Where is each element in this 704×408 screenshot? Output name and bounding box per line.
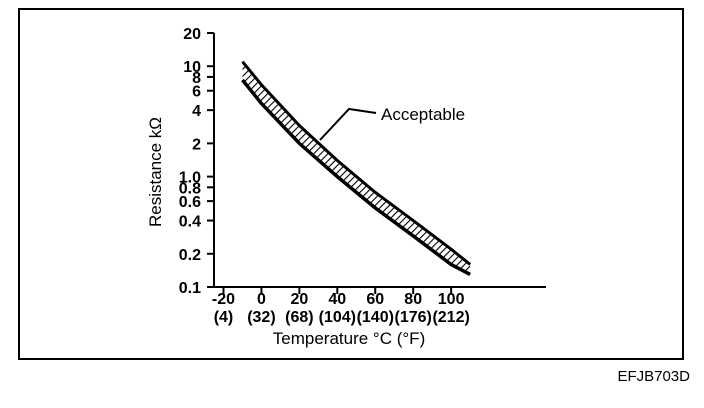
x-tick-label-fahrenheit: (212) <box>432 309 469 326</box>
y-axis-label: Resistance kΩ <box>146 117 165 227</box>
y-tick-label: 0.2 <box>179 247 201 264</box>
tick-labels: 0.10.20.40.60.81.024681020-20(4)0(32)20(… <box>179 26 470 326</box>
y-tick-label: 0.8 <box>179 180 201 197</box>
x-tick-label-fahrenheit: (68) <box>285 309 313 326</box>
x-axis-label: Temperature °C (°F) <box>273 329 425 348</box>
x-tick-label-fahrenheit: (104) <box>319 309 356 326</box>
figure-frame <box>18 8 684 360</box>
y-tick-label: 4 <box>192 103 201 120</box>
y-tick-label: 8 <box>192 70 201 87</box>
y-tick-label: 0.4 <box>179 214 201 231</box>
y-tick-label: 2 <box>192 136 201 153</box>
band-upper-edge <box>241 60 472 266</box>
y-tick-label: 10 <box>183 59 201 76</box>
band-fill <box>242 61 471 275</box>
x-tick-label-fahrenheit: (32) <box>247 309 275 326</box>
y-tick-label: 20 <box>183 26 201 43</box>
axis-labels: Resistance kΩ Temperature °C (°F) Accept… <box>146 105 465 348</box>
x-tick-label-celsius: -20 <box>212 291 235 308</box>
y-tick-label: 0.1 <box>179 280 201 297</box>
x-tick-label-celsius: 40 <box>328 291 346 308</box>
acceptable-label: Acceptable <box>381 105 465 124</box>
x-tick-label-celsius: 60 <box>366 291 384 308</box>
x-tick-label-celsius: 0 <box>257 291 266 308</box>
x-tick-label-fahrenheit: (176) <box>395 309 432 326</box>
acceptable-band <box>241 60 472 276</box>
x-tick-label-fahrenheit: (4) <box>214 309 234 326</box>
x-tick-label-celsius: 100 <box>438 291 465 308</box>
acceptable-leader-line <box>319 107 377 141</box>
y-tick-label: 6 <box>192 84 201 101</box>
y-tick-label: 1.0 <box>179 170 201 187</box>
x-tick-label-celsius: 20 <box>290 291 308 308</box>
band-lower-edge <box>241 78 471 276</box>
x-tick-label-fahrenheit: (140) <box>357 309 394 326</box>
y-tick-label: 0.6 <box>179 194 201 211</box>
axes <box>213 33 546 288</box>
figure-code: EFJB703D <box>617 368 690 385</box>
x-tick-label-celsius: 80 <box>404 291 422 308</box>
